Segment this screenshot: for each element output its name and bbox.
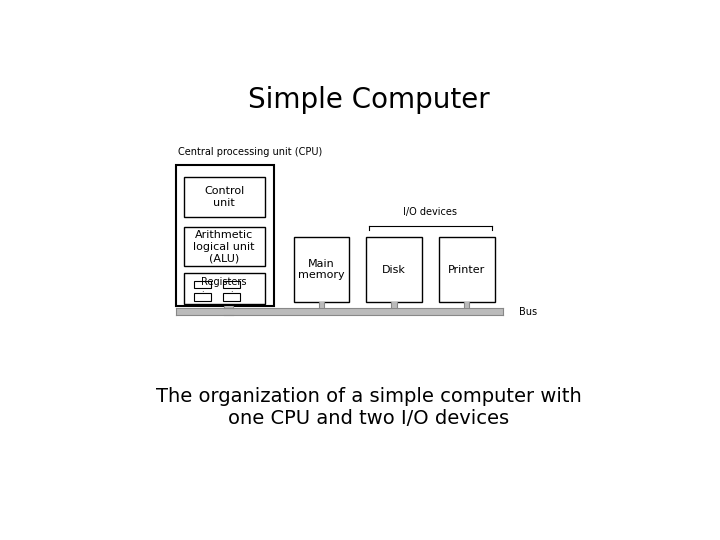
Bar (194, 294, 210, 301)
Text: ·
·
·: · · · (201, 278, 204, 308)
Text: The organization of a simple computer with
one CPU and two I/O devices: The organization of a simple computer wi… (156, 387, 582, 428)
Text: Arithmetic
logical unit
(ALU): Arithmetic logical unit (ALU) (194, 230, 255, 264)
Bar (222, 294, 240, 301)
Text: Central processing unit (CPU): Central processing unit (CPU) (178, 147, 322, 157)
Bar (176, 308, 233, 315)
Text: Control
unit: Control unit (204, 186, 244, 207)
Text: Simple Computer: Simple Computer (248, 86, 490, 114)
Text: Main
memory: Main memory (298, 259, 345, 280)
Bar (224, 306, 233, 308)
Text: Printer: Printer (448, 265, 485, 274)
Bar (319, 302, 324, 308)
Bar (222, 281, 240, 288)
Bar (366, 238, 422, 302)
Text: I/O devices: I/O devices (403, 207, 457, 218)
Text: Bus: Bus (518, 307, 536, 316)
Bar (184, 177, 265, 217)
Bar (224, 308, 503, 315)
Bar (194, 281, 210, 288)
Bar (438, 238, 495, 302)
Bar (176, 165, 274, 306)
Bar (294, 238, 349, 302)
Text: Registers: Registers (202, 277, 247, 287)
Text: Disk: Disk (382, 265, 406, 274)
Text: ·
·
·: · · · (230, 278, 233, 308)
Bar (184, 273, 265, 304)
Bar (464, 302, 469, 308)
Bar (184, 227, 265, 266)
Bar (392, 302, 397, 308)
